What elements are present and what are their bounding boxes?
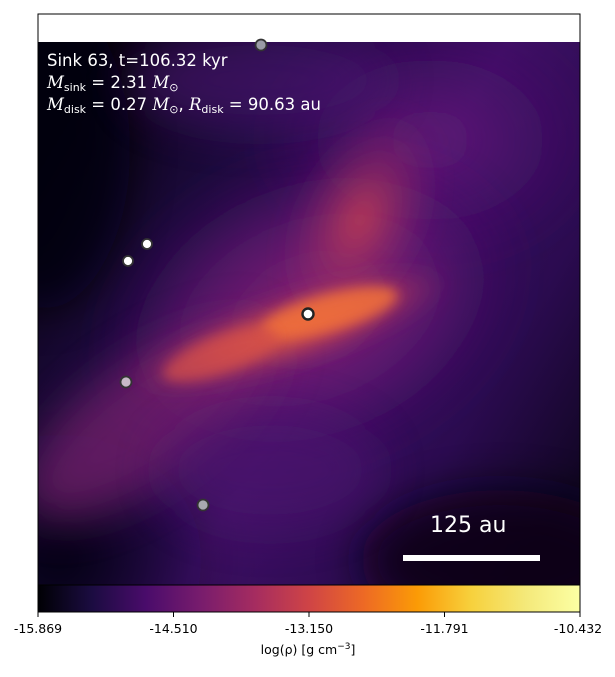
sink-left-upper [141,238,153,250]
colorbar [38,585,580,612]
colorbar-label-exp: −3 [337,642,351,652]
colorbar-label-end: ] [350,642,356,658]
disk-line: Mdisk = 0.27 M⊙, Rdisk = 90.63 au [47,95,321,116]
m-sink-unit: M [152,73,170,92]
top-empty-strip [38,14,580,42]
m-sink-value: = 2.31 [86,73,148,92]
m-sink-unit-sub: ⊙ [169,81,179,94]
m-disk-sub: disk [63,103,87,116]
colorbar-tick-label: -14.510 [149,621,198,636]
sink-left-lower [122,255,134,267]
colorbar-tick-label: -13.150 [284,621,334,636]
r-disk-sub: disk [201,103,224,116]
colorbar-tick-label: -10.432 [553,621,603,636]
colorbar-label: log(ρ) [g cm−3] [261,642,356,657]
r-disk-value: = 90.63 au [223,95,321,114]
m-disk-unit: M [152,95,170,114]
sink-bottom [196,498,210,512]
sink-top [254,38,268,52]
sink-central [301,307,315,321]
colorbar-label-main: log(ρ) [g cm [260,642,338,658]
m-disk-symbol: M [47,95,64,114]
m-disk-value: = 0.27 [86,95,148,114]
m-sink-symbol: M [47,73,64,92]
sink-left-mid [119,375,133,389]
scale-bar-label: 125 au [430,513,507,538]
sink-mass-line: Msink = 2.31 M⊙ [47,72,178,99]
m-disk-unit-sub: ⊙ [169,103,179,116]
m-sink-sub: sink [63,81,87,94]
sink-title: Sink 63, t=106.32 kyr [47,50,228,72]
colorbar-tick-label: -11.791 [420,621,469,636]
sink-title-text: Sink 63, t=106.32 kyr [47,51,228,70]
scale-bar [403,555,540,561]
colorbar-tick-label: -15.869 [13,621,63,636]
r-disk-symbol: R [188,95,202,114]
